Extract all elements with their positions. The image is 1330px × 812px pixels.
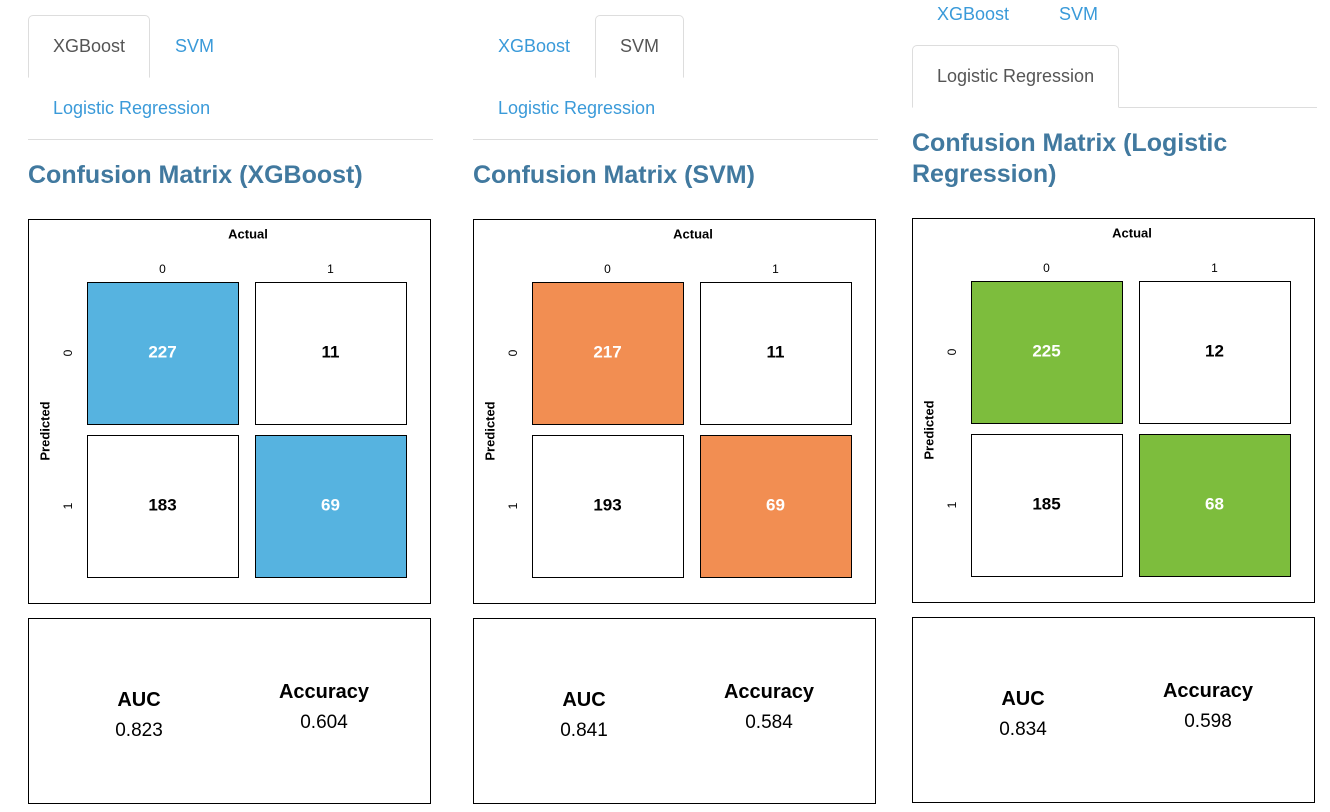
cell-value: 69 bbox=[321, 495, 340, 514]
col-label: 1 bbox=[327, 262, 334, 276]
tab[interactable]: XGBoost bbox=[937, 4, 1010, 24]
matrix-cell bbox=[532, 435, 684, 578]
confusion-matrix: Actual Predicted 0 1 0 1 225 12 185 68 bbox=[921, 225, 1291, 577]
matrix-cell bbox=[255, 282, 407, 425]
matrix-cell bbox=[532, 282, 684, 425]
row-header: Predicted bbox=[37, 401, 52, 460]
tab-bar: XGBoost SVM Logistic Regression bbox=[28, 15, 433, 140]
panel: XGBoost SVM Logistic Regression Confusion M… bbox=[473, 15, 878, 804]
matrix-cell bbox=[971, 434, 1123, 577]
panel: XGBoost SVM Logistic Regression Confusion M… bbox=[912, 0, 1317, 803]
metric-label: Accuracy bbox=[1162, 680, 1254, 702]
cell-value: 68 bbox=[1205, 494, 1224, 513]
tab[interactable]: XGBoost bbox=[498, 36, 571, 56]
row-header: Predicted bbox=[921, 400, 936, 459]
metrics-box: AUC 0.834 Accuracy 0.598 bbox=[912, 617, 1315, 803]
tab[interactable]: Logistic Regression bbox=[498, 98, 656, 118]
matrix-cell bbox=[1139, 434, 1291, 577]
metric-value: 0.834 bbox=[999, 719, 1047, 740]
metric-label: AUC bbox=[562, 689, 606, 711]
tab[interactable]: XGBoost bbox=[28, 15, 151, 78]
row-label: 0 bbox=[61, 349, 75, 356]
matrix-box: Actual Predicted 0 1 0 1 225 12 185 68 bbox=[912, 218, 1315, 603]
tab[interactable]: Logistic Regression bbox=[53, 98, 211, 118]
metric-label: Accuracy bbox=[723, 681, 815, 703]
matrix-box: Actual Predicted 0 1 0 1 217 11 193 69 bbox=[473, 219, 876, 604]
metric-value: 0.823 bbox=[115, 720, 163, 741]
metric: AUC 0.834 bbox=[943, 688, 1103, 741]
tab[interactable]: Logistic Regression bbox=[912, 45, 1120, 108]
matrix-cell bbox=[87, 435, 239, 578]
row-label: 1 bbox=[945, 501, 959, 508]
cell-value: 185 bbox=[1032, 494, 1060, 513]
col-label: 0 bbox=[604, 262, 611, 276]
row-label: 0 bbox=[945, 348, 959, 355]
cell-value: 11 bbox=[767, 342, 785, 361]
confusion-matrix: Actual Predicted 0 1 0 1 227 11 183 69 bbox=[37, 226, 407, 578]
metric-label: Accuracy bbox=[278, 681, 370, 703]
metric: AUC 0.841 bbox=[504, 689, 664, 742]
metric-label: AUC bbox=[1001, 688, 1045, 710]
row-label: 1 bbox=[506, 502, 520, 509]
matrix-cell bbox=[1139, 281, 1291, 424]
tab[interactable]: SVM bbox=[1059, 4, 1099, 24]
col-header: Actual bbox=[1112, 225, 1152, 240]
metric-value: 0.841 bbox=[560, 720, 608, 741]
metric-value: 0.604 bbox=[300, 712, 348, 733]
panel: XGBoost SVM Logistic Regression Confusion M… bbox=[28, 15, 433, 804]
metrics-box: AUC 0.823 Accuracy 0.604 bbox=[28, 618, 431, 804]
metrics-box: AUC 0.841 Accuracy 0.584 bbox=[473, 618, 876, 804]
metric: Accuracy 0.604 bbox=[244, 681, 404, 734]
panel-title: Confusion Matrix (Logistic Regression) bbox=[912, 129, 1228, 188]
metric: Accuracy 0.584 bbox=[689, 681, 849, 734]
col-header: Actual bbox=[228, 226, 268, 241]
cell-value: 183 bbox=[148, 495, 176, 514]
tab-bar: XGBoost SVM Logistic Regression bbox=[912, 0, 1317, 108]
matrix-cell bbox=[87, 282, 239, 425]
cell-value: 11 bbox=[322, 342, 340, 361]
matrix-cell bbox=[971, 281, 1123, 424]
col-label: 1 bbox=[1211, 261, 1218, 275]
panel-title: Confusion Matrix (XGBoost) bbox=[28, 161, 363, 189]
matrix-cell bbox=[255, 435, 407, 578]
cell-value: 217 bbox=[593, 342, 621, 361]
confusion-matrix: Actual Predicted 0 1 0 1 217 11 193 69 bbox=[482, 226, 852, 578]
col-label: 0 bbox=[1043, 261, 1050, 275]
matrix-box: Actual Predicted 0 1 0 1 227 11 183 69 bbox=[28, 219, 431, 604]
matrix-cell bbox=[700, 435, 852, 578]
tab-bar: XGBoost SVM Logistic Regression bbox=[473, 15, 878, 140]
metric: AUC 0.823 bbox=[59, 689, 219, 742]
cell-value: 69 bbox=[766, 495, 785, 514]
metric: Accuracy 0.598 bbox=[1128, 680, 1288, 733]
metric-value: 0.598 bbox=[1184, 711, 1232, 732]
row-label: 0 bbox=[506, 349, 520, 356]
cell-value: 193 bbox=[593, 495, 621, 514]
metric-label: AUC bbox=[117, 689, 161, 711]
panel-title: Confusion Matrix (SVM) bbox=[473, 161, 755, 189]
col-header: Actual bbox=[673, 226, 713, 241]
cell-value: 12 bbox=[1205, 341, 1224, 360]
row-label: 1 bbox=[61, 502, 75, 509]
tab[interactable]: SVM bbox=[175, 36, 215, 56]
cell-value: 227 bbox=[148, 342, 176, 361]
cell-value: 225 bbox=[1032, 341, 1060, 360]
row-header: Predicted bbox=[482, 401, 497, 460]
col-label: 1 bbox=[772, 262, 779, 276]
tab[interactable]: SVM bbox=[595, 15, 685, 78]
matrix-cell bbox=[700, 282, 852, 425]
metric-value: 0.584 bbox=[745, 712, 793, 733]
col-label: 0 bbox=[159, 262, 166, 276]
